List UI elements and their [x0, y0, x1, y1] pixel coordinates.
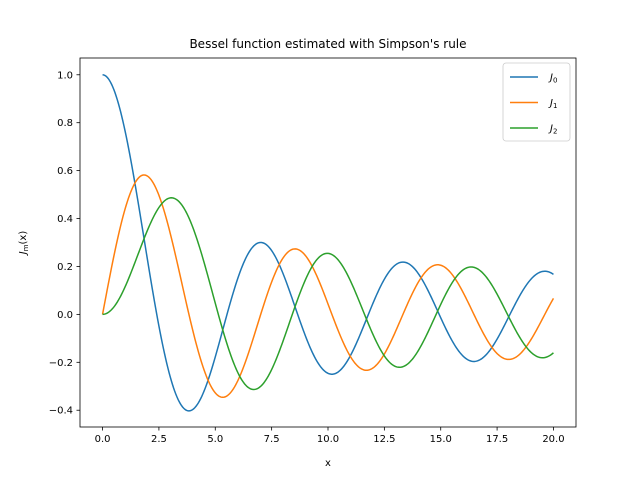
series-layer	[101, 74, 555, 412]
x-tick-label: 12.5	[373, 434, 395, 445]
legend-label-main: J	[548, 73, 553, 84]
series-line-j2	[102, 197, 554, 391]
y-axis-label-tail: (x)	[18, 231, 29, 245]
plot-area	[80, 58, 576, 427]
legend-label-j2: J2	[548, 124, 557, 136]
y-tick-label: −0.4	[49, 406, 73, 417]
x-tick-label: 5.0	[207, 434, 223, 445]
x-tick-label: 17.5	[486, 434, 508, 445]
y-axis-ticks: −0.4 −0.2 0.0 0.2 0.4 0.6 0.8 1.0	[49, 70, 80, 417]
y-tick-label: 0.8	[57, 118, 73, 129]
series-line-j1	[101, 174, 555, 399]
x-tick-label: 10.0	[317, 434, 339, 445]
x-tick-label: 20.0	[542, 434, 564, 445]
y-axis-label: Jm(x)	[18, 231, 30, 257]
series-line-j0	[102, 74, 554, 412]
y-axis-label-main: J	[18, 251, 29, 256]
legend-label-j1: J1	[548, 98, 557, 110]
legend-label-main: J	[548, 98, 553, 109]
y-tick-label: 0.4	[57, 214, 73, 225]
legend-label-main: J	[548, 124, 553, 135]
legend-label-sub: 2	[553, 128, 557, 136]
y-tick-label: 0.0	[57, 310, 73, 321]
y-tick-label: 0.6	[57, 166, 73, 177]
y-tick-label: −0.2	[49, 358, 73, 369]
x-tick-label: 15.0	[430, 434, 452, 445]
x-tick-label: 2.5	[151, 434, 167, 445]
plot-frame	[79, 57, 577, 428]
x-tick-label: 0.0	[95, 434, 111, 445]
x-axis-ticks: 0.0 2.5 5.0 7.5 10.0 12.5 15.0 17.5 20.0	[95, 427, 565, 445]
legend-label-sub: 1	[553, 102, 557, 110]
x-axis-label: x	[325, 458, 331, 469]
legend-label-j0: J0	[548, 73, 557, 85]
chart-title: Bessel function estimated with Simpson's…	[189, 37, 466, 51]
y-tick-label: 1.0	[57, 70, 73, 81]
y-axis-label-sub: m	[22, 244, 30, 251]
y-tick-label: 0.2	[57, 262, 73, 273]
legend-label-sub: 0	[553, 77, 557, 85]
x-tick-label: 7.5	[264, 434, 280, 445]
